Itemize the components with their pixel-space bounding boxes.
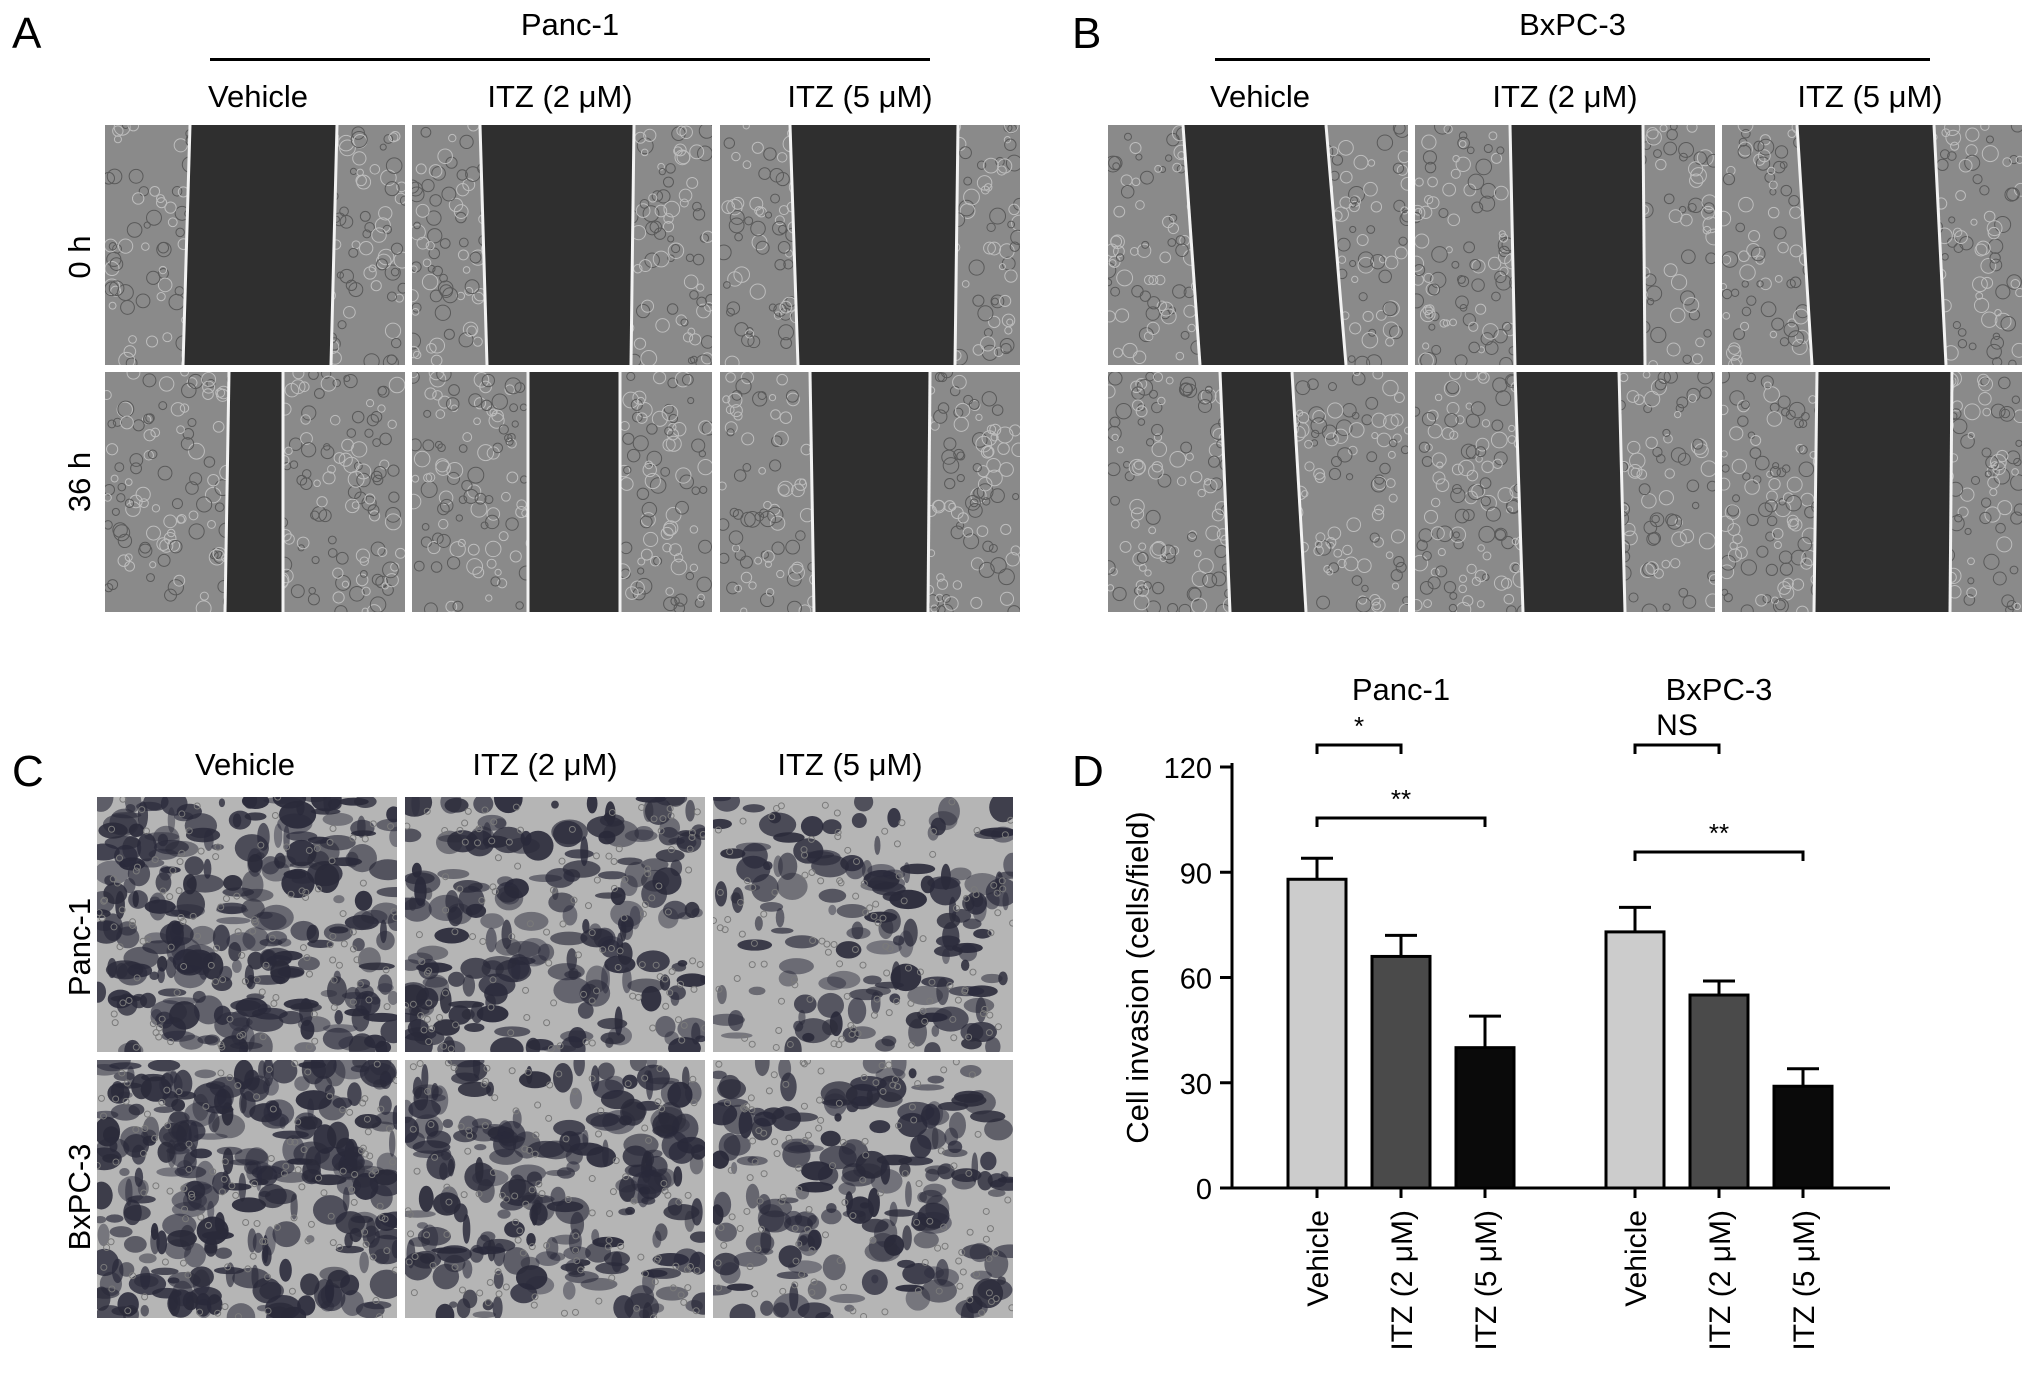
panel-b-group-title: BxPC-3 [1519, 7, 1626, 42]
bar-panc1-2 [1454, 1046, 1516, 1190]
y-axis-label: Cell invasion (cells/field) [1120, 811, 1155, 1144]
panel-a-col-vehicle: Vehicle [208, 79, 308, 114]
panel-a-col-itz5: ITZ (5 μM) [787, 79, 933, 114]
significance-label-1-0: NS [1656, 709, 1698, 742]
bar-panc1-1 [1370, 954, 1432, 1190]
significance-bracket-0-0 [1315, 743, 1403, 754]
panel-b-image-0h-itz2 [1415, 125, 1715, 365]
panel-c-col-vehicle: Vehicle [195, 747, 295, 782]
x-tick-label-bxpc3-2: ITZ (5 μM) [1788, 1210, 1821, 1351]
panel-b-col-itz5: ITZ (5 μM) [1797, 79, 1943, 114]
panel-c-image-bxpc3-itz5 [713, 1060, 1013, 1318]
y-tick-label-60: 60 [1180, 964, 1212, 996]
x-tick-label-panc1-2: ITZ (5 μM) [1470, 1210, 1503, 1351]
group-title-bxpc3: BxPC-3 [1666, 672, 1773, 707]
bar-bxpc3-1 [1688, 993, 1750, 1190]
bar-bxpc3-2 [1772, 1084, 1834, 1190]
panel-a-image-0h-itz5 [720, 125, 1020, 365]
significance-bracket-1-0 [1633, 743, 1721, 754]
panel-a-group-title: Panc-1 [520, 7, 620, 42]
panel-b-image-36h-vehicle [1108, 372, 1408, 612]
panel-c-image-panc1-itz2 [405, 797, 705, 1052]
panel-d-letter: D [1072, 747, 1104, 796]
panel-c-col-itz5: ITZ (5 μM) [777, 747, 923, 782]
panel-c-image-bxpc3-vehicle [97, 1060, 397, 1318]
significance-label-0-1: ** [1391, 784, 1411, 814]
panel-b-image-36h-itz5 [1722, 372, 2022, 612]
x-tick-label-panc1-1: ITZ (2 μM) [1386, 1210, 1419, 1351]
x-tick-label-bxpc3-1: ITZ (2 μM) [1704, 1210, 1737, 1351]
x-tick-label-panc1-0: Vehicle [1302, 1210, 1335, 1307]
panel-a-image-36h-itz5 [720, 372, 1020, 612]
significance-bracket-0-1 [1315, 816, 1487, 827]
panel-b-group-line [1215, 58, 1930, 61]
panel-b-image-0h-vehicle [1108, 125, 1408, 365]
panel-a-image-36h-vehicle [105, 372, 405, 612]
y-tick-label-30: 30 [1180, 1069, 1212, 1101]
panel-b-letter: B [1072, 9, 1102, 58]
panel-a-letter: A [12, 9, 42, 58]
panel-b-image-0h-itz5 [1722, 125, 2022, 365]
panel-b-col-vehicle: Vehicle [1210, 79, 1310, 114]
panel-a-col-itz2: ITZ (2 μM) [487, 79, 633, 114]
panel-a-image-36h-itz2 [412, 372, 712, 612]
panel-c-image-panc1-vehicle [97, 797, 397, 1052]
significance-label-0-0: * [1354, 711, 1364, 741]
panel-a-group-line [210, 58, 930, 61]
significance-label-1-1: ** [1709, 818, 1729, 848]
group-title-panc1: Panc-1 [1352, 672, 1450, 707]
bar-panc1-0 [1286, 877, 1348, 1190]
panel-b-col-itz2: ITZ (2 μM) [1492, 79, 1638, 114]
bar-bxpc3-0 [1604, 930, 1666, 1190]
panel-a-image-0h-itz2 [412, 125, 712, 365]
y-tick-label-90: 90 [1180, 858, 1212, 890]
panel-c-image-bxpc3-itz2 [405, 1060, 705, 1318]
significance-bracket-1-1 [1633, 850, 1805, 861]
panel-a-image-0h-vehicle [105, 125, 405, 365]
panel-b-image-36h-itz2 [1415, 372, 1715, 612]
panel-c-letter: C [12, 747, 44, 796]
y-tick-label-120: 120 [1164, 753, 1212, 785]
panel-c-col-itz2: ITZ (2 μM) [472, 747, 618, 782]
x-tick-label-bxpc3-0: Vehicle [1620, 1210, 1653, 1307]
panel-c-image-panc1-itz5 [713, 797, 1013, 1052]
y-tick-label-0: 0 [1196, 1174, 1212, 1206]
